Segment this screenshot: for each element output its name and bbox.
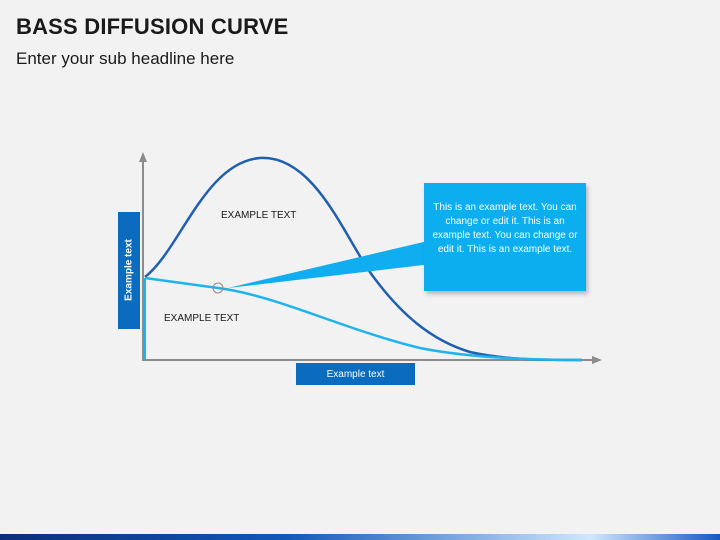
- y-axis-arrow: [139, 152, 147, 162]
- y-axis-label-box: [118, 212, 140, 329]
- x-axis-label-box: Example text: [296, 363, 415, 385]
- y-axis-label: Example text: [123, 239, 135, 301]
- curve-marker: [212, 282, 224, 294]
- page-title: BASS DIFFUSION CURVE: [16, 14, 289, 39]
- x-axis-label: Example text: [326, 368, 385, 380]
- callout-pointer: [228, 240, 432, 288]
- lower-curve-label: EXAMPLE TEXT: [164, 313, 240, 324]
- callout-text: This is an example text. You can change …: [432, 202, 578, 255]
- x-axis-arrow: [592, 356, 602, 364]
- callout-box: [424, 183, 586, 291]
- upper-curve-label: EXAMPLE TEXT: [221, 210, 297, 221]
- footer-gradient-bar: [0, 534, 720, 540]
- page-subtitle: Enter your sub headline here: [16, 49, 235, 68]
- adoption-curve-light: [144, 276, 583, 362]
